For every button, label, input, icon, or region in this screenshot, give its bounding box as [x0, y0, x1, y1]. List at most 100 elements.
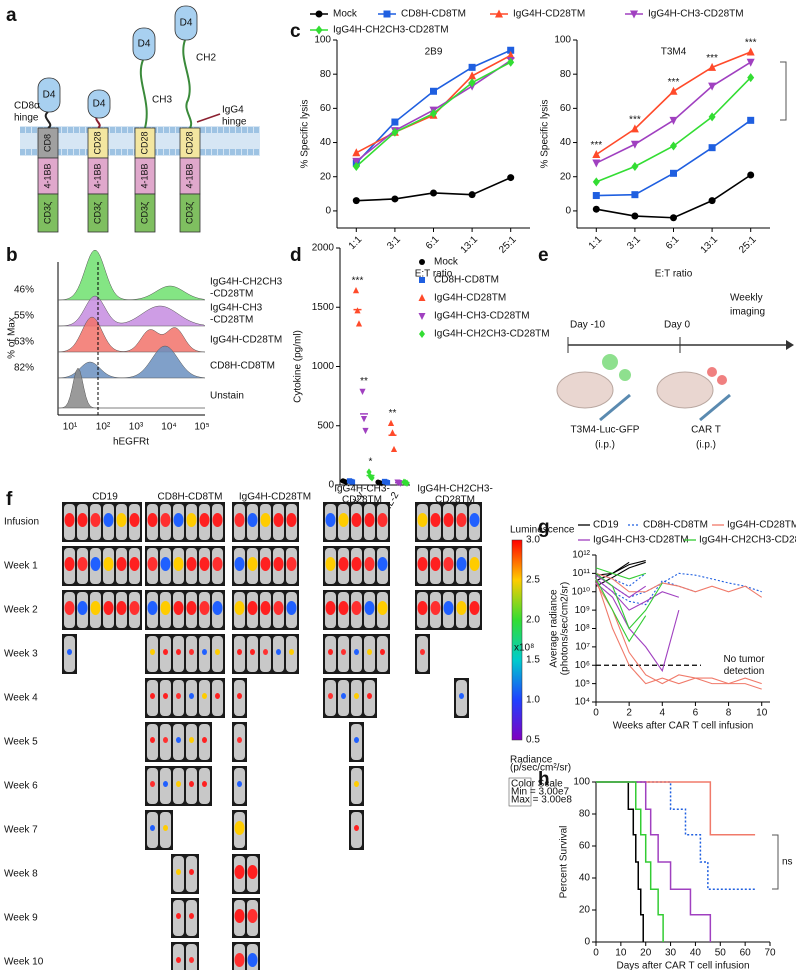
row-label: Week 2	[4, 605, 38, 616]
bioluminescence	[202, 781, 207, 787]
panel-label: h	[538, 769, 550, 790]
bioluminescence	[325, 601, 336, 615]
injection-label: (i.p.)	[595, 440, 615, 451]
bioluminescence	[234, 953, 245, 967]
y-tick-label: 0	[328, 480, 334, 491]
mouse-trace	[595, 559, 646, 582]
image-panel	[62, 590, 142, 630]
bioluminescence	[341, 649, 346, 655]
x-tick-label: 6	[693, 708, 699, 719]
bioluminescence	[247, 513, 258, 527]
arrow	[196, 113, 221, 123]
x-tick-label: 1:1	[347, 234, 365, 252]
data-point	[384, 480, 391, 486]
significance: **	[389, 408, 397, 419]
mouse	[556, 371, 614, 409]
data-point	[352, 148, 361, 157]
x-axis-label: E:T ratio	[415, 269, 453, 280]
data-point	[631, 191, 639, 199]
x-tick-label: 60	[740, 948, 752, 959]
bioluminescence	[215, 649, 220, 655]
x-tick-label: 2	[626, 708, 632, 719]
significance: ***	[590, 140, 602, 151]
y-tick-label: 20	[579, 905, 591, 916]
bioluminescence	[286, 513, 297, 527]
legend-label: IgG4H-CH2CH3-CD28TM	[333, 25, 449, 36]
x-tick-label: 6:1	[424, 234, 442, 252]
row-label: Week 7	[4, 825, 38, 836]
bioluminescence	[67, 649, 72, 655]
syringe	[699, 393, 731, 422]
group-label: CD28TM	[435, 495, 475, 506]
bioluminescence	[189, 649, 194, 655]
y-tick-label: 1500	[312, 302, 335, 313]
data-point	[746, 47, 755, 56]
cd3z-label: CD3ζ	[139, 202, 149, 224]
bioluminescence	[354, 693, 359, 699]
mouse-trace	[595, 578, 647, 643]
bioluminescence	[173, 557, 184, 571]
bioluminescence	[150, 649, 155, 655]
panel-label: d	[290, 245, 302, 266]
y-tick-label: 100	[554, 35, 571, 46]
legend-marker	[418, 313, 426, 320]
scale-text: Color Scale	[511, 779, 563, 790]
data-point	[389, 429, 396, 436]
bioluminescence	[163, 781, 168, 787]
bioluminescence	[77, 513, 88, 527]
group-label: IgG4H-CD28TM	[239, 492, 311, 503]
legend-label: IgG4H-CH3-CD28TM	[434, 311, 530, 322]
y-tick-label: 1000	[312, 361, 335, 372]
bioluminescence	[260, 557, 271, 571]
x-tick-label: 20	[640, 948, 652, 959]
data-point	[592, 177, 600, 187]
bioluminescence	[237, 737, 242, 743]
data-point	[747, 73, 755, 83]
bioluminescence	[150, 781, 155, 787]
y-tick-label: 0	[584, 937, 590, 948]
bioluminescence	[199, 513, 210, 527]
y-axis-label: Cytokine (pg/ml)	[293, 330, 304, 403]
data-point	[669, 116, 678, 125]
data-point	[354, 307, 361, 314]
bioluminescence	[202, 693, 207, 699]
cd3z-domain	[87, 193, 109, 233]
bioluminescence	[163, 737, 168, 743]
y-tick-label: 0	[565, 206, 571, 217]
data-point	[468, 191, 476, 199]
y-tick-label: 20	[320, 171, 332, 182]
timepoint: Weekly	[730, 293, 763, 304]
bioluminescence	[234, 865, 245, 879]
x-tick-label: 10³	[129, 422, 144, 433]
bioluminescence	[354, 825, 359, 831]
bioluminescence	[430, 601, 441, 615]
image-panel	[62, 546, 142, 586]
y-tick-label: 60	[560, 103, 572, 114]
bioluminescence	[163, 649, 168, 655]
data-point	[708, 197, 716, 205]
bioluminescence	[186, 513, 197, 527]
data-point	[631, 212, 639, 220]
bioluminescence	[286, 601, 297, 615]
significance: ***	[629, 115, 641, 126]
data-point	[708, 62, 717, 71]
y-tick-label: 100	[573, 777, 590, 788]
x-axis-label: Weeks after CAR T cell infusion	[613, 721, 754, 732]
y-axis-label: Percent Survival	[559, 826, 570, 899]
colorbar-label: (p/sec/cm²/sr)	[510, 763, 571, 774]
bioluminescence	[247, 909, 258, 923]
bioluminescence	[443, 601, 454, 615]
significance: ***	[706, 53, 718, 64]
bioluminescence	[417, 557, 428, 571]
significance: ***	[745, 38, 757, 49]
row-label: IgG4H-CD28TM	[210, 335, 282, 346]
bioluminescence	[328, 649, 333, 655]
x-axis-label: E:T ratio	[655, 269, 693, 280]
row-label: Week 10	[4, 957, 44, 968]
cells	[602, 354, 618, 370]
bioluminescence	[341, 693, 346, 699]
data-point	[630, 124, 639, 133]
bioluminescence	[380, 649, 385, 655]
survival-curve	[596, 781, 756, 836]
